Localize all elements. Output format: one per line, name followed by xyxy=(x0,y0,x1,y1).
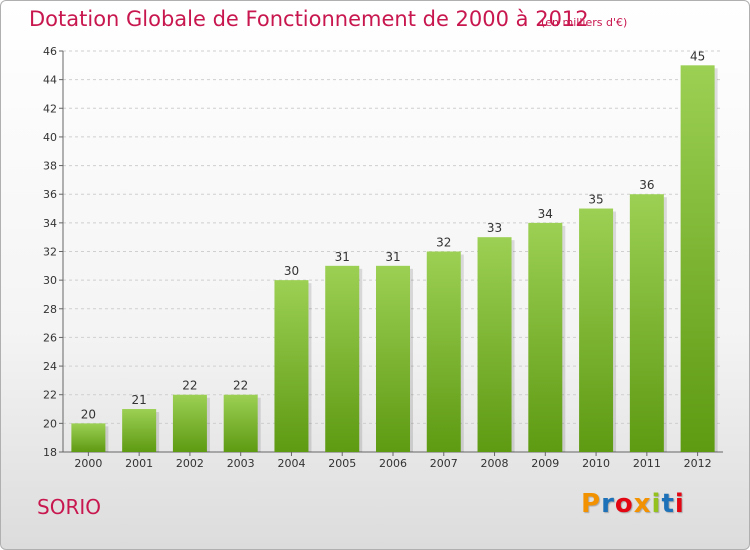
bar-2004 xyxy=(274,280,309,452)
data-label-2001: 21 xyxy=(132,393,147,407)
bar-2007 xyxy=(426,251,461,452)
bar-2001 xyxy=(122,409,157,452)
data-label-2003: 22 xyxy=(233,379,248,393)
data-label-2006: 31 xyxy=(385,250,400,264)
bar-2005 xyxy=(325,265,360,452)
bars xyxy=(71,65,718,453)
bar-2009 xyxy=(528,222,563,452)
y-tick-label: 28 xyxy=(43,303,57,316)
logo-letter: t xyxy=(661,489,675,519)
x-tick-label-2002: 2002 xyxy=(176,457,204,470)
data-label-2008: 33 xyxy=(487,221,502,235)
bar-2000 xyxy=(71,423,106,452)
x-tick-label-2005: 2005 xyxy=(328,457,356,470)
x-tick-label-2000: 2000 xyxy=(74,457,102,470)
data-labels: 20 21 22 22 30 31 31 32 33 34 35 36 45 xyxy=(81,49,706,421)
x-tick-label-2009: 2009 xyxy=(531,457,559,470)
data-label-2004: 30 xyxy=(284,264,299,278)
logo-letter: P xyxy=(581,489,602,519)
data-label-2010: 35 xyxy=(588,193,603,207)
bar-2006 xyxy=(376,265,410,452)
data-label-2012: 45 xyxy=(690,49,705,63)
y-tick-label: 30 xyxy=(43,274,57,287)
x-tick-label-2006: 2006 xyxy=(379,457,407,470)
logo-letter: i xyxy=(651,489,662,519)
x-tick-label-2001: 2001 xyxy=(125,457,153,470)
y-tick-label: 32 xyxy=(43,246,57,259)
y-tick-label: 42 xyxy=(43,102,57,115)
bar-2002 xyxy=(172,394,207,452)
chart-title: Dotation Globale de Fonctionnement de 20… xyxy=(29,7,589,31)
logo-letter: r xyxy=(601,489,615,519)
x-tick-label-2010: 2010 xyxy=(582,457,610,470)
y-tick-label: 38 xyxy=(43,160,57,173)
y-tick-label: 22 xyxy=(43,389,57,402)
data-label-2011: 36 xyxy=(639,178,654,192)
x-tick-label-2012: 2012 xyxy=(684,457,712,470)
x-tick-label-2007: 2007 xyxy=(430,457,458,470)
x-tick-label-2004: 2004 xyxy=(277,457,305,470)
bar-2012 xyxy=(680,65,715,453)
proxiti-logo: Proxiti xyxy=(581,489,685,519)
bar-2008 xyxy=(477,237,512,452)
x-tick-label-2008: 2008 xyxy=(481,457,509,470)
bar-2011 xyxy=(629,194,664,452)
data-label-2002: 22 xyxy=(182,379,197,393)
data-label-2000: 20 xyxy=(81,407,96,421)
y-tick-label: 46 xyxy=(43,45,57,58)
logo-letter: i xyxy=(674,489,685,519)
bar-2003 xyxy=(223,394,258,452)
logo-letter: o xyxy=(614,489,634,519)
x-tick-label-2003: 2003 xyxy=(227,457,255,470)
y-tick-label: 34 xyxy=(43,217,57,230)
data-label-2005: 31 xyxy=(335,250,350,264)
y-tick-label: 26 xyxy=(43,331,57,344)
logo-letter: x xyxy=(633,489,652,519)
y-tick-label: 20 xyxy=(43,417,57,430)
y-tick-label: 36 xyxy=(43,188,57,201)
y-tick-label: 40 xyxy=(43,131,57,144)
x-tick-label-2011: 2011 xyxy=(633,457,661,470)
x-tick-labels: 2000 2001 2002 2003 2004 2005 2006 2007 2008 2009… xyxy=(74,452,712,470)
data-label-2007: 32 xyxy=(436,236,451,250)
y-tick-label: 44 xyxy=(43,74,57,87)
y-tick-label: 24 xyxy=(43,360,57,373)
y-tick-labels: 18 20 22 24 26 28 30 32 34 36 38 40 42 44 46 xyxy=(43,45,57,459)
chart-subtitle: (en milliers d'€) xyxy=(541,16,628,29)
data-label-2009: 34 xyxy=(538,207,553,221)
y-tick-label: 18 xyxy=(43,446,57,459)
commune-name: SORIO xyxy=(37,495,101,519)
bar-2010 xyxy=(579,208,614,452)
